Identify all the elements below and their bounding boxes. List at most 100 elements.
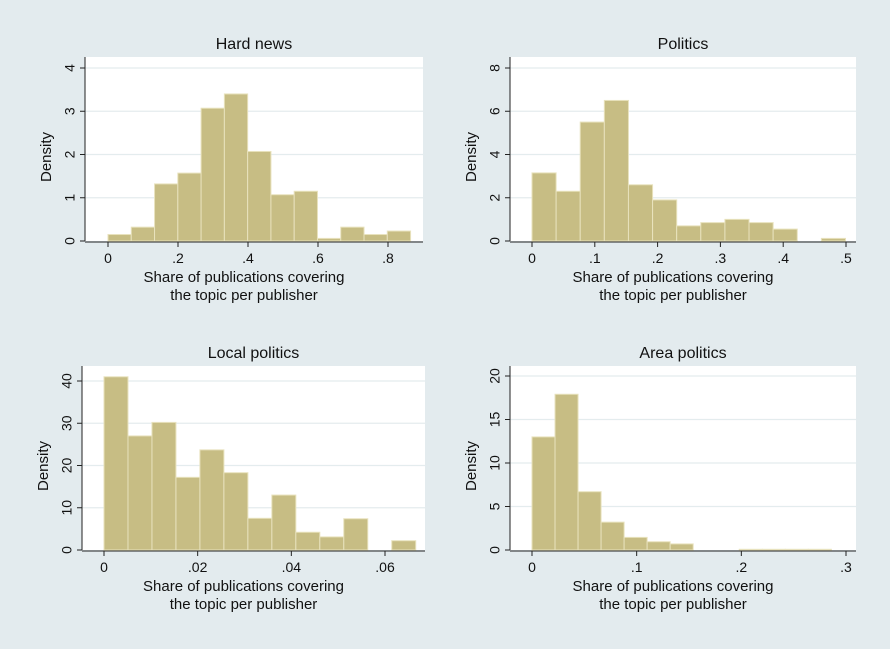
histogram-bar	[646, 541, 671, 551]
panel-politics: 0 2 4 6 8 0 .1 .2 .3 .4 .5 Politics Share of publica…	[463, 36, 856, 304]
y-tick-label: 5	[487, 502, 503, 510]
y-axis-label: Density	[38, 131, 55, 182]
y-tick-label: 0	[487, 237, 503, 245]
x-tick-label: .3	[715, 250, 727, 266]
y-tick-label: 30	[59, 415, 75, 431]
histogram-bar	[319, 536, 345, 551]
y-tick-label: 8	[487, 64, 503, 72]
x-axis-label-line2: the topic per publisher	[170, 596, 318, 613]
x-tick-label: .02	[188, 559, 208, 575]
histogram-bar	[386, 230, 412, 242]
x-tick-label: 0	[100, 559, 108, 575]
histogram-bar	[103, 376, 129, 551]
panel-area-politics: 0 5 10 15 20 0 .1 .2 .3 Area politics Share of pub…	[463, 345, 856, 613]
y-tick-label: 20	[487, 368, 503, 384]
y-tick-label: 4	[62, 64, 78, 72]
histogram-bar	[343, 518, 369, 551]
x-tick-label: .06	[375, 559, 395, 575]
histogram-bar	[600, 521, 625, 551]
y-tick-label: 3	[62, 107, 78, 115]
y-tick-label: 10	[487, 455, 503, 471]
x-tick-label: .2	[652, 250, 664, 266]
histogram-bar	[724, 218, 750, 242]
x-axis-label-line1: Share of publications covering	[573, 578, 774, 595]
histogram-bar	[271, 494, 297, 551]
x-axis-label-line2: the topic per publisher	[599, 287, 747, 304]
y-tick-label: 15	[487, 412, 503, 428]
histogram-bar	[316, 237, 342, 242]
y-axis-label: Density	[35, 440, 52, 491]
histogram-bar	[531, 172, 557, 242]
histogram-bar	[554, 393, 579, 551]
y-tick-label: 1	[62, 194, 78, 202]
x-tick-label: 0	[104, 250, 112, 266]
x-axis-label-line2: the topic per publisher	[170, 287, 318, 304]
histogram-bar	[579, 121, 605, 242]
panel-hard-news: 0 1 2 3 4 0 .2 .4 .6 .8 Hard news Share of publicat…	[38, 36, 423, 304]
y-axis-label: Density	[463, 131, 480, 182]
x-axis-label-line1: Share of publications covering	[143, 578, 344, 595]
histogram-bar	[623, 536, 648, 551]
x-tick-label: .2	[735, 559, 747, 575]
histogram-bar	[700, 222, 726, 242]
y-tick-label: 2	[487, 194, 503, 202]
y-tick-label: 20	[59, 458, 75, 474]
histogram-bar	[391, 540, 417, 551]
histogram-bar	[531, 436, 556, 551]
y-tick-label: 40	[59, 373, 75, 389]
x-tick-label: .1	[589, 250, 601, 266]
x-tick-label: 0	[528, 559, 536, 575]
panel-title: Area politics	[639, 345, 726, 362]
y-tick-label: 6	[487, 107, 503, 115]
x-tick-label: .3	[840, 559, 852, 575]
x-tick-label: .2	[172, 250, 184, 266]
x-tick-label: .8	[382, 250, 394, 266]
y-tick-label: 10	[59, 500, 75, 516]
histogram-bar	[340, 226, 365, 242]
x-tick-label: 0	[528, 250, 536, 266]
histogram-bar	[107, 234, 132, 242]
histogram-bar	[154, 183, 179, 242]
histogram-bar	[761, 548, 786, 551]
x-axis-label-line1: Share of publications covering	[144, 269, 345, 286]
x-axis-label-line2: the topic per publisher	[599, 596, 747, 613]
x-tick-label: .04	[282, 559, 302, 575]
x-tick-label: .6	[312, 250, 324, 266]
histogram-bar	[652, 199, 678, 242]
histogram-bar	[295, 531, 321, 551]
histogram-bar	[223, 472, 249, 551]
histogram-bar	[151, 421, 177, 551]
histogram-bar	[127, 435, 153, 551]
x-tick-label: .5	[840, 250, 852, 266]
histogram-bar	[603, 99, 629, 242]
histogram-bar	[820, 237, 846, 242]
panel-title: Local politics	[208, 345, 300, 362]
panel-title: Politics	[658, 36, 709, 53]
x-tick-label: .4	[242, 250, 254, 266]
histogram-bar	[223, 93, 249, 242]
histogram-bar	[676, 225, 702, 242]
x-tick-label: .4	[777, 250, 789, 266]
y-axis-label: Density	[463, 440, 480, 491]
histogram-bar	[293, 190, 318, 242]
histogram-bar	[784, 548, 809, 551]
histogram-bar	[772, 228, 798, 242]
histogram-bar	[807, 548, 832, 551]
histogram-bar	[555, 190, 581, 242]
y-tick-label: 0	[62, 237, 78, 245]
histogram-bar	[199, 449, 225, 551]
panel-title: Hard news	[216, 36, 292, 53]
histogram-bar	[363, 234, 388, 242]
histogram-bar	[200, 107, 225, 242]
histogram-bar	[748, 222, 774, 242]
histogram-bar	[270, 194, 295, 242]
histogram-bar	[669, 543, 694, 551]
y-tick-label: 2	[62, 150, 78, 158]
y-tick-label: 0	[487, 546, 503, 554]
y-tick-label: 4	[487, 150, 503, 158]
histogram-bar	[247, 150, 272, 242]
y-tick-label: 0	[59, 546, 75, 554]
histogram-bar	[130, 226, 156, 242]
